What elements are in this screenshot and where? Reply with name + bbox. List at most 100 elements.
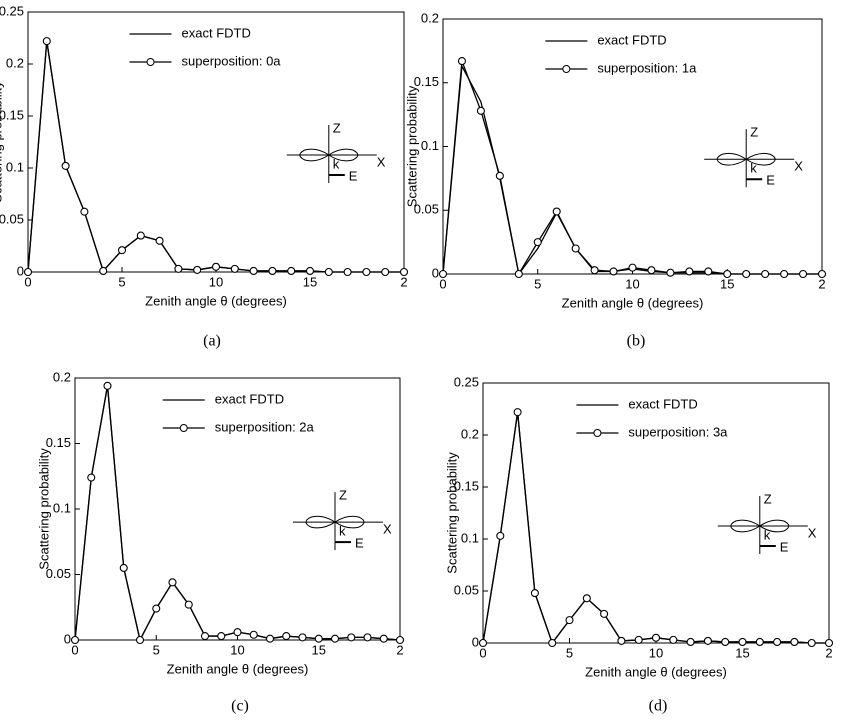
data-point <box>193 265 202 274</box>
inset-label: E <box>349 168 358 183</box>
series-line <box>482 412 829 645</box>
y-tick-label: 0.25 <box>454 374 479 389</box>
caption: (a) <box>203 333 221 350</box>
data-point <box>514 269 523 279</box>
legend-marker <box>562 65 571 73</box>
panel: 0 0.05 0.1 0.15 0.2 0.25 0 5 10 15 2 Zenith angle θ… <box>444 374 834 715</box>
y-tick-label: 0.15 <box>46 435 71 450</box>
data-point <box>548 638 557 648</box>
y-axis-label: Scattering probability <box>0 81 4 203</box>
legend-label: superposition: 0a <box>182 53 282 68</box>
y-tick-label: 0.05 <box>0 211 24 226</box>
y-tick-label: 0.2 <box>461 426 479 441</box>
caption: (b) <box>627 333 646 350</box>
x-tick-label: 10 <box>649 645 663 660</box>
data-point <box>230 264 239 273</box>
data-point <box>23 267 33 277</box>
data-point <box>168 578 177 587</box>
data-point <box>723 269 732 279</box>
y-tick-label: 0.2 <box>421 10 439 25</box>
data-point <box>61 161 70 170</box>
data-point <box>495 171 504 180</box>
data-point <box>399 267 409 277</box>
y-tick-label: 0.15 <box>454 478 479 493</box>
data-point <box>704 267 713 276</box>
data-point <box>117 246 127 255</box>
data-point <box>282 632 291 641</box>
y-tick-label: 0 <box>432 265 439 280</box>
data-point <box>298 633 307 642</box>
data-point <box>647 266 656 275</box>
y-tick-label: 0.1 <box>421 138 439 153</box>
data-point <box>703 636 712 645</box>
legend-label: exact FDTD <box>628 396 697 411</box>
data-point <box>807 638 816 648</box>
inset-label: Z <box>339 488 347 503</box>
plot-frame <box>74 377 401 641</box>
data-point <box>476 106 485 115</box>
data-point <box>617 636 626 645</box>
legend-marker <box>593 429 602 437</box>
data-point <box>152 604 161 613</box>
y-tick-label: 0.25 <box>0 3 24 18</box>
x-tick-label: 0 <box>71 642 78 657</box>
y-tick-label: 0 <box>64 631 71 646</box>
data-point <box>600 609 609 618</box>
data-point <box>824 638 834 648</box>
inset-lobe <box>299 148 330 162</box>
plot-frame <box>27 11 405 273</box>
inset-label: Z <box>764 491 772 506</box>
x-axis-label: Zenith angle θ (degrees) <box>167 661 309 676</box>
x-tick-label: 2 <box>396 642 403 657</box>
data-point <box>478 638 488 648</box>
y-tick-label: 0.1 <box>461 530 479 545</box>
x-tick-label: 10 <box>230 642 244 657</box>
legend-label: exact FDTD <box>597 32 666 47</box>
data-point <box>324 267 333 277</box>
panel: 0 0.05 0.1 0.15 0.2 0 5 10 15 2 Zenith angle θ (de… <box>36 369 405 715</box>
data-point <box>761 269 770 279</box>
y-tick-label: 0.2 <box>6 55 24 70</box>
inset-label: E <box>780 539 789 554</box>
data-point <box>314 634 323 643</box>
y-tick-label: 0.1 <box>53 500 71 515</box>
data-point <box>103 381 112 390</box>
data-point <box>552 207 561 216</box>
legend-label: superposition: 1a <box>597 60 697 75</box>
x-tick-label: 5 <box>153 642 160 657</box>
legend-label: superposition: 2a <box>215 419 315 434</box>
x-tick-label: 15 <box>312 642 326 657</box>
inset-label: k <box>333 156 340 171</box>
x-tick-label: 2 <box>825 645 832 660</box>
data-point <box>99 266 108 276</box>
data-point <box>669 635 678 644</box>
data-point <box>265 634 275 643</box>
data-point <box>135 635 145 645</box>
data-point <box>790 637 799 647</box>
series-line <box>442 60 822 276</box>
data-point <box>742 269 751 279</box>
data-point <box>738 637 747 647</box>
data-point <box>533 238 542 247</box>
inset-label: X <box>794 159 803 174</box>
x-tick-label: 2 <box>818 276 825 291</box>
inset-label: X <box>383 522 392 537</box>
y-axis-label: Scattering probability <box>36 448 51 570</box>
data-point <box>582 594 591 603</box>
data-point <box>381 267 390 277</box>
inset-lobe <box>745 152 776 166</box>
data-point <box>87 473 96 482</box>
legend-label: exact FDTD <box>182 25 251 40</box>
data-point <box>755 637 764 647</box>
inset-label: E <box>355 536 364 551</box>
data-point <box>268 266 277 276</box>
inset-label: E <box>766 173 775 188</box>
y-tick-label: 0.15 <box>0 107 24 122</box>
data-point <box>685 267 694 276</box>
data-point <box>634 635 643 644</box>
data-point <box>184 600 193 609</box>
data-point <box>330 634 340 643</box>
x-tick-label: 10 <box>625 276 639 291</box>
data-point <box>395 635 405 645</box>
